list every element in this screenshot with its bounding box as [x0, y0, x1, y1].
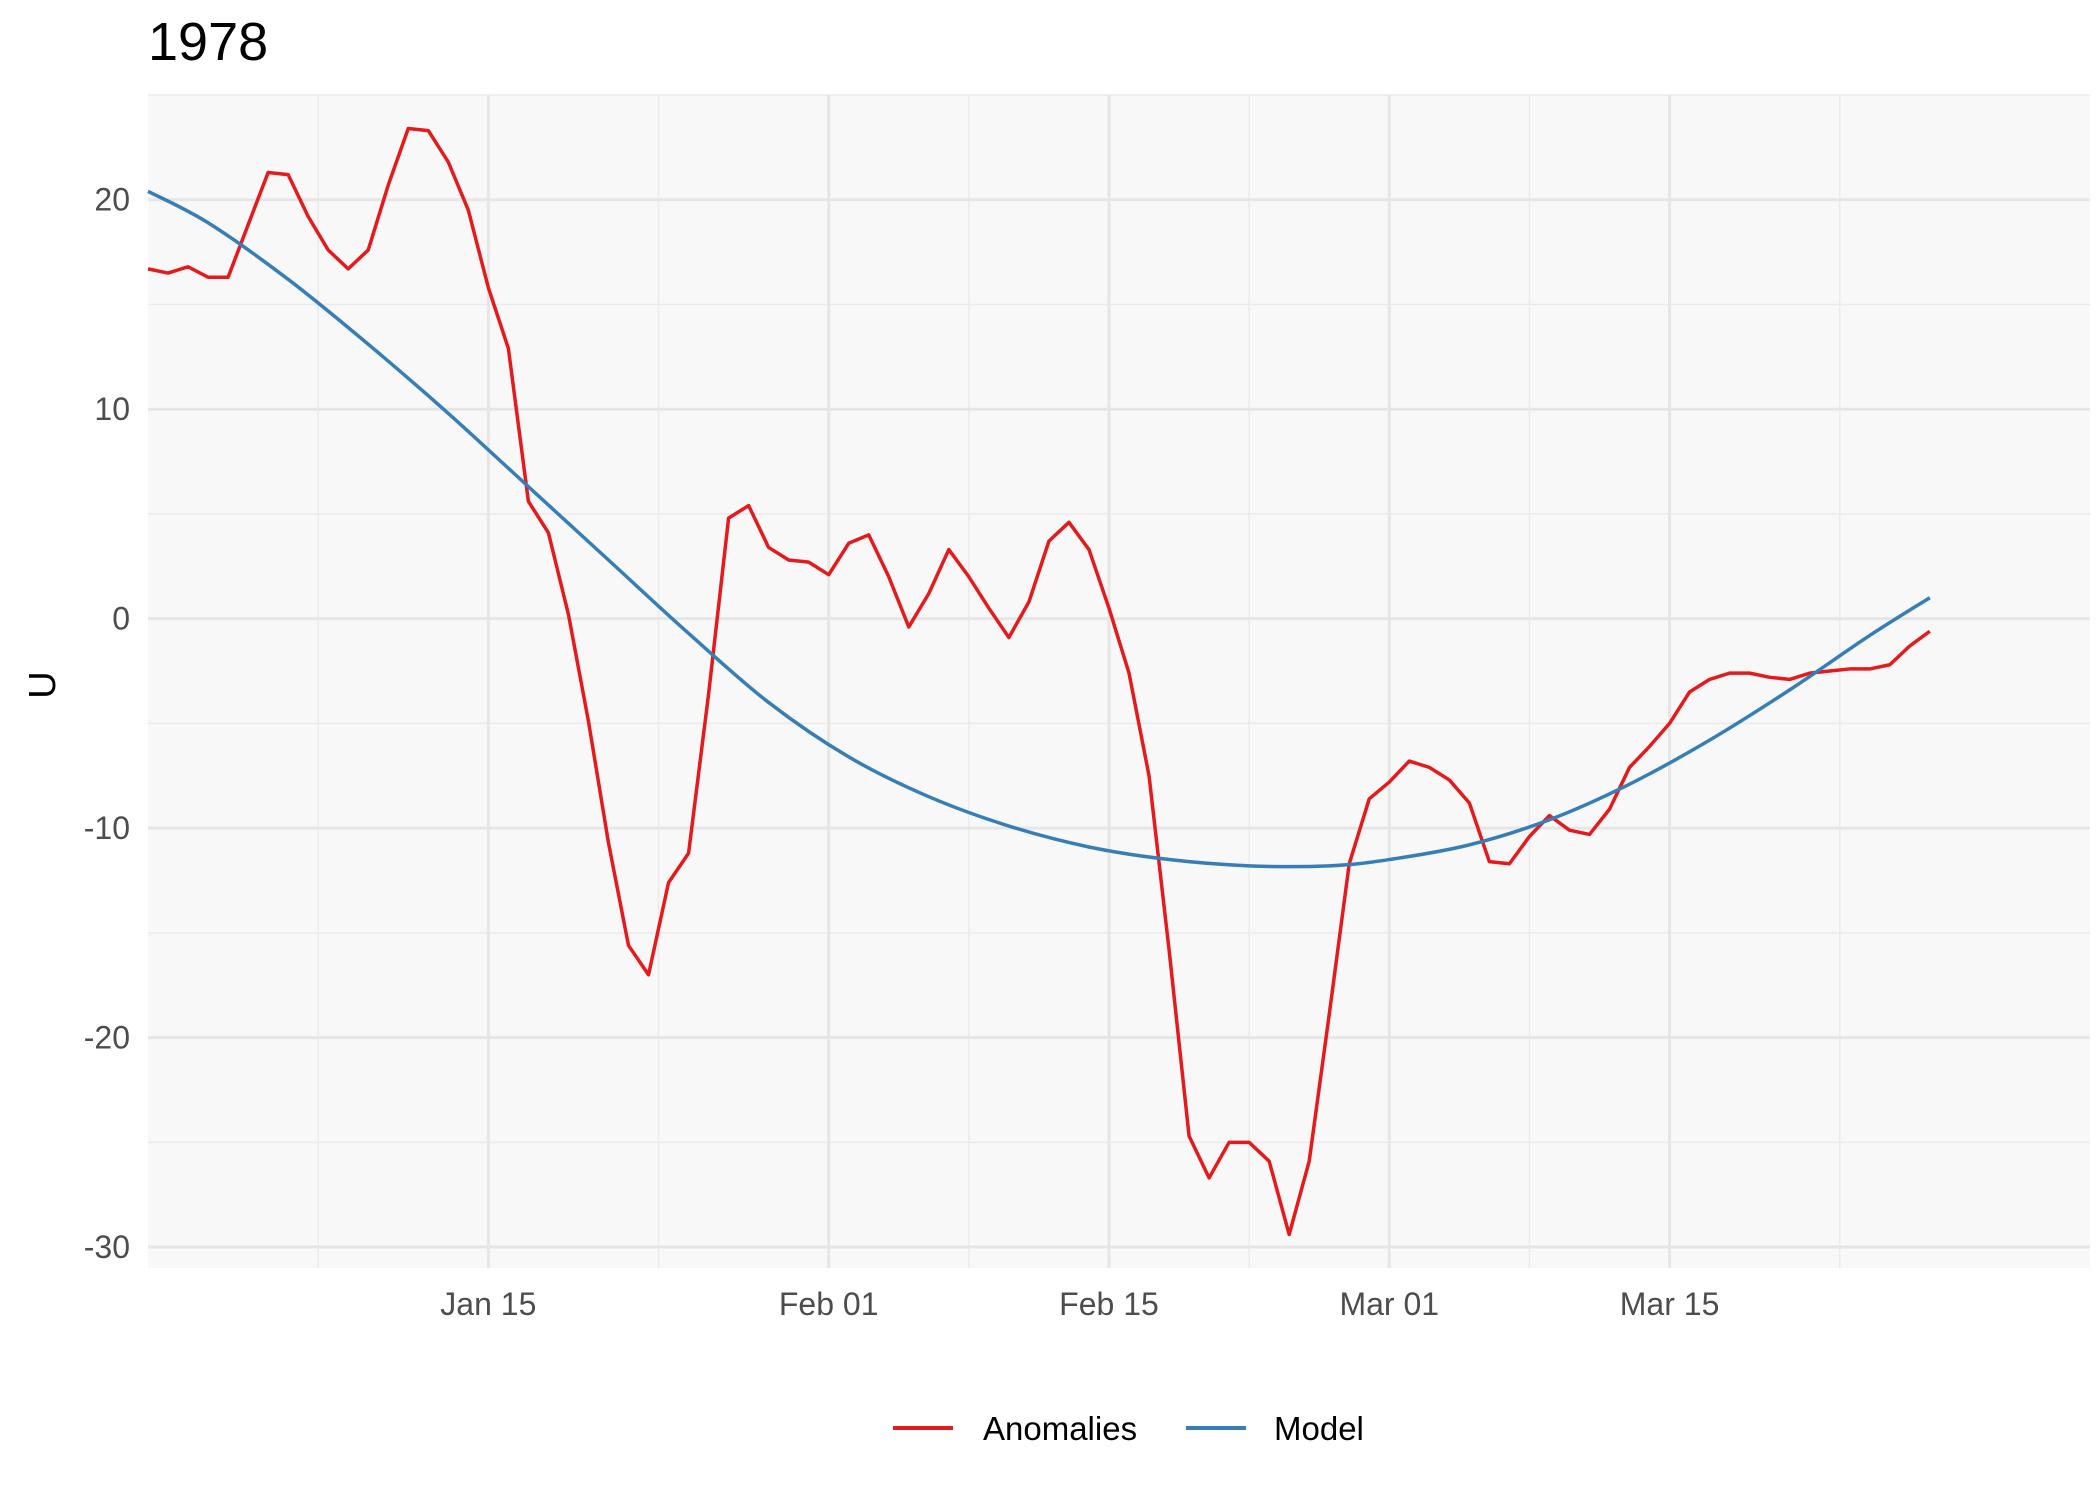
series-line-model [147, 189, 1931, 869]
x-tick-label: Feb 01 [779, 1286, 879, 1322]
grid-lines [148, 94, 2090, 1268]
series-layer [147, 126, 1931, 1237]
y-tick-label: -30 [84, 1229, 130, 1265]
plot-panel [148, 95, 2090, 1268]
legend-label-anomalies: Anomalies [983, 1410, 1137, 1447]
legend: Anomalies Model [893, 1410, 1364, 1447]
y-tick-label: -10 [84, 810, 130, 846]
x-tick-label: Jan 15 [440, 1286, 536, 1322]
x-tick-labels: Jan 15 Feb 01 Feb 15 Mar 01 Mar 15 [440, 1286, 1719, 1322]
series-line-anomalies [147, 126, 1931, 1237]
x-tick-label: Mar 15 [1620, 1286, 1720, 1322]
y-tick-label: -20 [84, 1020, 130, 1056]
x-tick-label: Feb 15 [1059, 1286, 1159, 1322]
chart-title: 1978 [148, 12, 268, 72]
y-tick-labels: 20 10 0 -10 -20 -30 [84, 182, 130, 1265]
y-axis-title: U [22, 671, 64, 698]
legend-label-model: Model [1274, 1410, 1364, 1447]
y-tick-label: 20 [94, 182, 130, 218]
y-tick-label: 0 [112, 601, 130, 637]
x-tick-label: Mar 01 [1339, 1286, 1439, 1322]
y-tick-label: 10 [94, 391, 130, 427]
